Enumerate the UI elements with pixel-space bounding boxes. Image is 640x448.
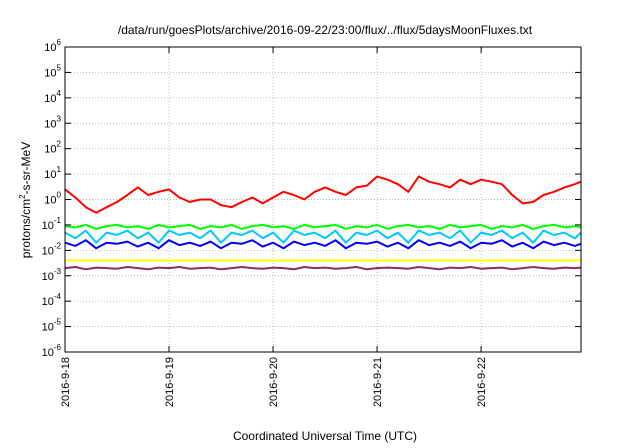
x-tick-label: 2016-9-21 bbox=[372, 357, 384, 407]
series-group bbox=[64, 175, 582, 271]
x-tick-label: 2016-9-18 bbox=[60, 357, 72, 407]
y-tick-label: 104 bbox=[44, 89, 61, 105]
plot-frame bbox=[64, 46, 582, 353]
y-tick-label: 100 bbox=[44, 191, 61, 207]
y-tick-label: 10-1 bbox=[42, 216, 62, 232]
x-tick-label: 2016-9-19 bbox=[164, 357, 176, 407]
y-tick-label: 102 bbox=[44, 140, 61, 156]
series-line-6 bbox=[64, 266, 582, 271]
y-tick-label: 10-5 bbox=[42, 318, 62, 334]
plot-border bbox=[64, 46, 582, 353]
series-line-4 bbox=[64, 239, 582, 250]
grid bbox=[65, 47, 581, 352]
x-tick-label: 2016-9-22 bbox=[476, 357, 488, 407]
y-tick-label: 10-6 bbox=[42, 343, 62, 359]
y-tick-label: 10-2 bbox=[42, 241, 62, 257]
y-tick-label: 103 bbox=[44, 114, 61, 130]
y-axis-label-sup: 2 bbox=[18, 194, 27, 199]
series-line-2 bbox=[64, 223, 582, 230]
y-tick-label: 10-3 bbox=[42, 267, 62, 283]
y-axis-label: protons/cm2-s-sr-MeV bbox=[18, 142, 33, 258]
y-tick-label: 10-4 bbox=[42, 292, 62, 308]
y-axis-label-rest: -s-sr-MeV bbox=[19, 142, 33, 195]
y-tick-label: 101 bbox=[44, 165, 61, 181]
x-tick-label: 2016-9-20 bbox=[268, 357, 280, 407]
x-axis-label: Coordinated Universal Time (UTC) bbox=[233, 429, 417, 443]
series-line-3 bbox=[64, 229, 582, 244]
y-tick-labels: 10-6 10-5 10-4 10-3 10-2 10-1 100 101 102 103 104 1… bbox=[42, 38, 62, 359]
chart-title: /data/run/goesPlots/archive/2016-09-22/2… bbox=[118, 23, 533, 37]
x-tick-labels: 2016-9-18 2016-9-19 2016-9-20 2016-9-21 2016… bbox=[60, 357, 488, 407]
y-tick-label: 105 bbox=[44, 63, 61, 79]
series-line-1 bbox=[64, 175, 582, 214]
y-tick-label: 106 bbox=[44, 38, 61, 54]
y-axis-label-base: protons/cm bbox=[19, 199, 33, 258]
